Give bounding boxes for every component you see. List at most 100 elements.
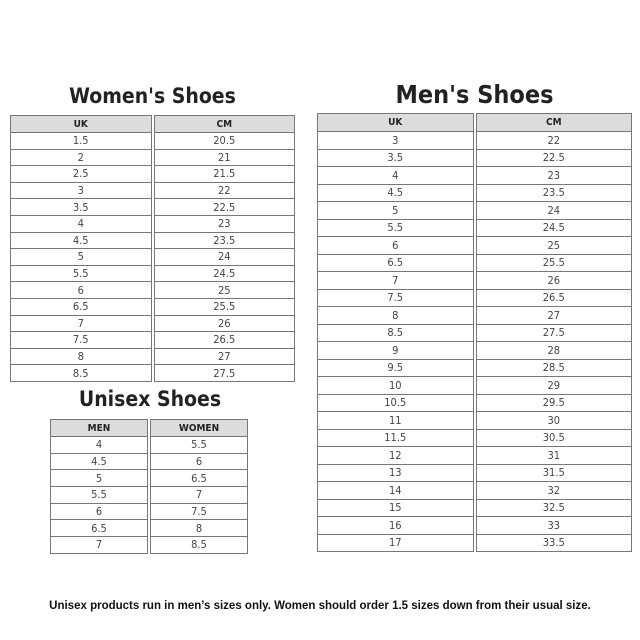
table-cell: 6 — [11, 282, 151, 299]
table-cell: 5 — [318, 202, 473, 220]
column-women: WOMEN 5.5 6 6.5 7 7.5 8 8.5 — [150, 419, 248, 554]
table-cell: 9.5 — [318, 360, 473, 377]
table-cell: 8 — [151, 520, 247, 538]
table-cell: 27 — [476, 307, 631, 325]
table-cell: 7 — [51, 537, 147, 554]
table-cell: 28 — [476, 342, 631, 360]
table-cell: 2.5 — [11, 166, 151, 183]
unisex-size-table: MEN 4 4.5 5 5.5 6 6.5 7 WOMEN 5.5 6 6.5 7 7.5 8 8.5 — [50, 419, 248, 554]
table-cell: 29.5 — [476, 395, 631, 412]
table-cell: 4.5 — [11, 233, 151, 250]
table-cell: 31 — [476, 447, 631, 465]
column-cm: CM 22 22.5 23 23.5 24 24.5 25 25.5 26 26.5 27 27.5 28… — [475, 113, 632, 552]
table-cell: 7 — [151, 487, 247, 504]
table-cell: 5.5 — [51, 487, 147, 504]
table-cell: 32.5 — [476, 500, 631, 517]
table-cell: 24 — [476, 202, 631, 220]
table-cell: 30.5 — [476, 430, 631, 447]
table-cell: 4.5 — [51, 454, 147, 471]
table-cell: 26.5 — [476, 290, 631, 307]
table-cell: 6.5 — [318, 255, 473, 272]
table-cell: 7 — [11, 316, 151, 333]
column-header: UK — [318, 114, 473, 132]
table-cell: 8.5 — [318, 325, 473, 342]
table-cell: 6.5 — [11, 299, 151, 316]
womens-title: Women's Shoes — [69, 84, 236, 108]
table-cell: 21 — [154, 150, 294, 167]
table-cell: 33.5 — [476, 535, 631, 552]
mens-size-table: UK 3 3.5 4 4.5 5 5.5 6 6.5 7 7.5 8 8.5 9 9.5 10 10.5 11 11… — [317, 113, 632, 552]
table-cell: 26 — [476, 272, 631, 290]
table-cell: 22.5 — [476, 150, 631, 167]
table-cell: 22 — [476, 132, 631, 150]
table-cell: 25.5 — [476, 255, 631, 272]
table-cell: 23.5 — [154, 233, 294, 250]
table-cell: 9 — [318, 342, 473, 360]
table-cell: 10.5 — [318, 395, 473, 412]
column-header: UK — [11, 116, 151, 133]
table-cell: 32 — [476, 482, 631, 500]
table-cell: 24.5 — [476, 220, 631, 237]
table-cell: 25.5 — [154, 299, 294, 316]
sizing-note: Unisex products run in men’s sizes only.… — [49, 600, 591, 612]
table-cell: 30 — [476, 412, 631, 430]
table-cell: 4 — [11, 216, 151, 233]
table-cell: 24 — [154, 249, 294, 266]
table-cell: 6 — [151, 454, 247, 471]
table-cell: 24.5 — [154, 266, 294, 283]
table-cell: 25 — [154, 282, 294, 299]
table-cell: 3 — [318, 132, 473, 150]
table-cell: 5 — [51, 470, 147, 488]
table-cell: 23 — [476, 167, 631, 185]
column-header: CM — [476, 114, 631, 132]
mens-title: Men's Shoes — [395, 80, 554, 109]
table-cell: 29 — [476, 377, 631, 395]
table-cell: 4.5 — [318, 185, 473, 202]
table-cell: 31.5 — [476, 465, 631, 482]
table-cell: 14 — [318, 482, 473, 500]
table-cell: 4 — [51, 437, 147, 454]
column-uk: UK 3 3.5 4 4.5 5 5.5 6 6.5 7 7.5 8 8.5 9 9.5 10 10.5 11 11… — [317, 113, 474, 552]
table-cell: 13 — [318, 465, 473, 482]
table-cell: 7.5 — [318, 290, 473, 307]
table-cell: 17 — [318, 535, 473, 552]
table-cell: 11 — [318, 412, 473, 430]
table-cell: 26 — [154, 316, 294, 333]
table-cell: 6 — [318, 237, 473, 255]
table-cell: 5.5 — [151, 437, 247, 454]
table-cell: 7.5 — [151, 504, 247, 521]
table-cell: 3.5 — [11, 199, 151, 216]
table-cell: 3.5 — [318, 150, 473, 167]
table-cell: 33 — [476, 517, 631, 535]
table-cell: 12 — [318, 447, 473, 465]
table-cell: 25 — [476, 237, 631, 255]
table-cell: 5 — [11, 249, 151, 266]
table-cell: 5.5 — [11, 266, 151, 283]
table-cell: 28.5 — [476, 360, 631, 377]
table-cell: 27 — [154, 349, 294, 366]
table-cell: 15 — [318, 500, 473, 517]
table-cell: 6.5 — [51, 520, 147, 538]
table-cell: 21.5 — [154, 166, 294, 183]
column-header: WOMEN — [151, 420, 247, 437]
table-cell: 22 — [154, 183, 294, 200]
column-uk: UK 1.5 2 2.5 3 3.5 4 4.5 5 5.5 6 6.5 7 7.5 8 8.5 — [10, 115, 152, 382]
table-cell: 27.5 — [154, 365, 294, 382]
table-cell: 7.5 — [11, 332, 151, 349]
table-cell: 5.5 — [318, 220, 473, 237]
table-cell: 8 — [11, 349, 151, 366]
womens-size-table: UK 1.5 2 2.5 3 3.5 4 4.5 5 5.5 6 6.5 7 7.5 8 8.5 CM 20.5 2… — [10, 115, 295, 382]
table-cell: 3 — [11, 183, 151, 200]
column-header: MEN — [51, 420, 147, 437]
table-cell: 27.5 — [476, 325, 631, 342]
table-cell: 22.5 — [154, 199, 294, 216]
table-cell: 8.5 — [11, 365, 151, 382]
column-men: MEN 4 4.5 5 5.5 6 6.5 7 — [50, 419, 148, 554]
column-header: CM — [154, 116, 294, 133]
table-cell: 23.5 — [476, 185, 631, 202]
unisex-title: Unisex Shoes — [78, 387, 222, 411]
table-cell: 26.5 — [154, 332, 294, 349]
table-cell: 11.5 — [318, 430, 473, 447]
table-cell: 8 — [318, 307, 473, 325]
table-cell: 6 — [51, 504, 147, 521]
